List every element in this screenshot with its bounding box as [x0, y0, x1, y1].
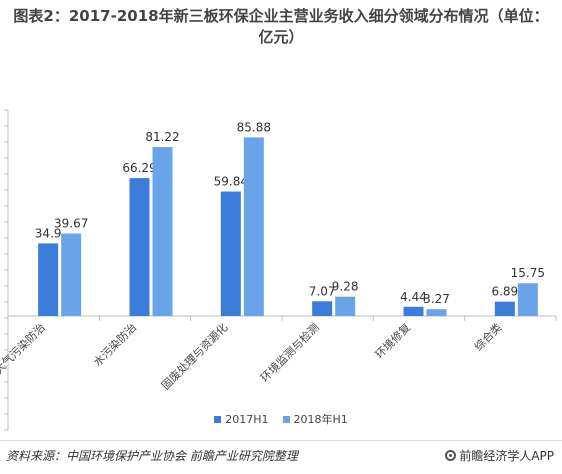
- data-label: 4.44: [400, 290, 427, 304]
- legend-label-2018h1: 2018年H1: [293, 413, 348, 426]
- bar-2017H1-水污染防治: [129, 178, 150, 316]
- bar-2018年H1-综合类: [517, 283, 538, 316]
- x-tick-label: 大气污染防治: [0, 320, 48, 377]
- chart-legend: 2017H1 2018年H1: [0, 411, 562, 427]
- data-label: 6.89: [491, 285, 518, 299]
- source-note: 资料来源：中国环境保护产业协会 前瞻产业研究院整理: [6, 449, 298, 463]
- x-tick-label: 综合类: [471, 320, 504, 353]
- bar-2017H1-环境修复: [403, 306, 424, 316]
- bar-2018年H1-大气污染防治: [61, 233, 82, 316]
- bar-2018年H1-固废处理与资源化: [243, 137, 264, 316]
- data-label: 34.9: [35, 226, 62, 240]
- legend-label-2017h1: 2017H1: [225, 412, 269, 426]
- data-label: 85.88: [237, 120, 271, 134]
- data-label: 81.22: [145, 130, 179, 144]
- legend-item-2018h1: 2018年H1: [282, 411, 348, 427]
- bar-2017H1-环境监测与检测: [312, 301, 333, 316]
- data-label: 66.29: [122, 161, 156, 175]
- chart-title: 图表2：2017-2018年新三板环保企业主营业务收入细分领域分布情况（单位：亿…: [13, 7, 549, 46]
- data-label: 59.84: [214, 175, 248, 189]
- bar-chart: 34.939.67 大气污染防治 66.29 81.22 水污染防治 59.84 85.88…: [0, 109, 557, 431]
- legend-swatch-2017h1: [214, 415, 222, 423]
- data-label: 9.28: [332, 280, 359, 294]
- brand-logo-icon: [445, 450, 457, 461]
- brand-name: 前瞻经济学人APP: [459, 449, 554, 463]
- brand: 前瞻经济学人APP: [445, 447, 554, 464]
- footer: 资料来源：中国环境保护产业协会 前瞻产业研究院整理 前瞻经济学人APP: [0, 440, 562, 474]
- x-tick-label: 环境修复: [372, 320, 413, 361]
- bar-2017H1-综合类: [494, 301, 515, 316]
- bar-2017H1-固废处理与资源化: [220, 191, 241, 316]
- legend-swatch-2018h1: [282, 415, 290, 423]
- data-label: 15.75: [511, 266, 545, 280]
- bar-2017H1-大气污染防治: [38, 243, 59, 316]
- x-tick-label: 环境监测与检测: [257, 320, 321, 384]
- bar-2018年H1-环境监测与检测: [335, 296, 356, 316]
- legend-item-2017h1: 2017H1: [214, 411, 269, 427]
- data-label: 3.27: [423, 292, 450, 306]
- x-tick-label: 固废处理与资源化: [158, 320, 230, 392]
- x-tick-label: 水污染防治: [90, 320, 139, 369]
- data-label: 7.07: [309, 284, 336, 298]
- data-label: 39.67: [54, 216, 88, 230]
- bar-2018年H1-环境修复: [426, 309, 447, 316]
- bar-2018年H1-水污染防治: [152, 147, 173, 316]
